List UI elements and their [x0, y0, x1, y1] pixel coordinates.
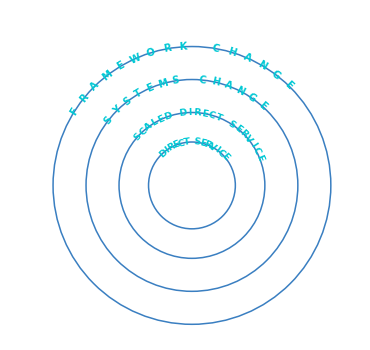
Text: E: E — [115, 60, 126, 72]
Text: N: N — [235, 85, 246, 98]
Text: I: I — [248, 141, 258, 149]
Text: G: G — [270, 68, 282, 81]
Text: A: A — [223, 80, 233, 92]
Text: R: R — [166, 141, 177, 153]
Text: T: T — [183, 138, 191, 147]
Text: A: A — [242, 52, 253, 64]
Text: H: H — [227, 47, 238, 58]
Text: C: C — [177, 138, 186, 148]
Text: R: R — [202, 139, 212, 150]
Text: T: T — [133, 88, 144, 100]
Text: S: S — [102, 114, 115, 126]
Text: C: C — [137, 126, 149, 137]
Text: D: D — [163, 111, 174, 122]
Text: D: D — [157, 147, 169, 159]
Text: E: E — [157, 114, 166, 125]
Text: M: M — [100, 68, 114, 82]
Text: E: E — [256, 100, 268, 112]
Text: N: N — [256, 59, 268, 72]
Text: E: E — [254, 153, 265, 163]
Text: C: C — [198, 75, 206, 85]
Text: L: L — [150, 117, 160, 128]
Text: I: I — [163, 145, 171, 155]
Text: C: C — [251, 146, 262, 156]
Text: R: R — [162, 43, 172, 54]
Text: T: T — [214, 112, 223, 123]
Text: K: K — [179, 42, 187, 52]
Text: D: D — [178, 108, 187, 118]
Text: V: V — [242, 133, 254, 145]
Text: C: C — [215, 147, 226, 159]
Text: C: C — [212, 43, 221, 54]
Text: H: H — [210, 76, 221, 88]
Text: S: S — [226, 119, 237, 130]
Text: F: F — [68, 106, 80, 117]
Text: E: E — [232, 123, 243, 134]
Text: I: I — [188, 108, 192, 117]
Text: A: A — [88, 80, 101, 92]
Text: Y: Y — [111, 104, 123, 116]
Text: V: V — [207, 141, 218, 153]
Text: W: W — [128, 52, 142, 65]
Text: A: A — [143, 121, 154, 133]
Text: E: E — [198, 138, 207, 148]
Text: R: R — [194, 108, 201, 118]
Text: C: C — [207, 110, 216, 120]
Text: S: S — [194, 138, 201, 147]
Text: O: O — [145, 47, 157, 59]
Text: E: E — [145, 82, 155, 94]
Text: I: I — [213, 145, 221, 155]
Text: S: S — [121, 96, 133, 108]
Text: S: S — [132, 131, 143, 142]
Text: G: G — [246, 92, 258, 104]
Text: E: E — [219, 152, 230, 162]
Text: R: R — [238, 128, 249, 139]
Text: E: E — [201, 108, 209, 119]
Text: M: M — [157, 77, 169, 90]
Text: E: E — [172, 140, 181, 150]
Text: E: E — [283, 79, 294, 91]
Text: R: R — [77, 92, 90, 105]
Text: S: S — [171, 75, 180, 86]
